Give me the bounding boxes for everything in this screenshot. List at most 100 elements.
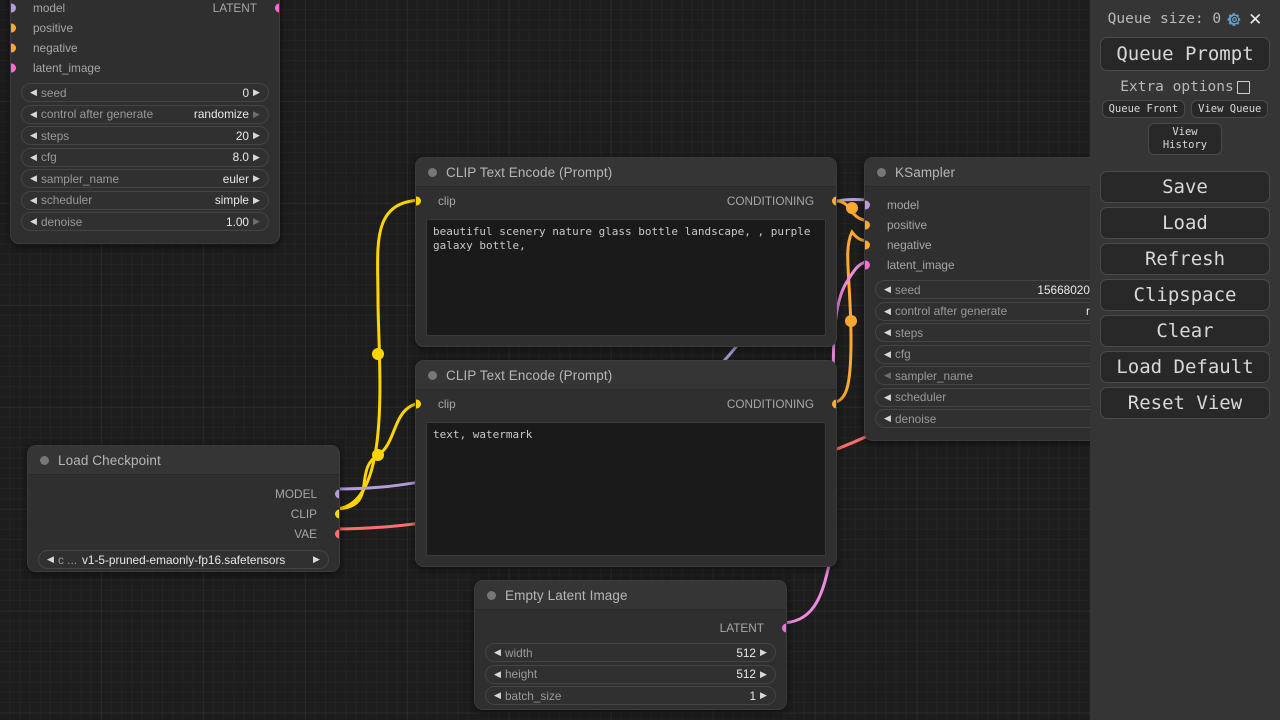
- output-port-vae[interactable]: VAE: [28, 524, 339, 544]
- decrement-arrow-icon[interactable]: ◀: [494, 668, 501, 679]
- widget-sampler-name[interactable]: ◀ sampler_name euler ▶: [21, 169, 269, 188]
- clear-button[interactable]: Clear: [1100, 315, 1270, 347]
- decrement-arrow-icon[interactable]: ◀: [884, 327, 891, 337]
- port-dot-conditioning-icon[interactable]: [831, 196, 836, 206]
- load-default-button[interactable]: Load Default: [1100, 351, 1270, 383]
- increment-arrow-icon[interactable]: ▶: [253, 87, 260, 97]
- prompt-textarea[interactable]: text, watermark: [426, 422, 826, 556]
- widget-control-after-generate[interactable]: ◀ control after generate ran ▶: [875, 301, 1090, 321]
- increment-arrow-icon[interactable]: ▶: [760, 690, 767, 700]
- widget-value[interactable]: simple: [214, 193, 249, 207]
- decrement-arrow-icon[interactable]: ◀: [30, 173, 37, 183]
- widget-batch-size[interactable]: ◀ batch_size 1 ▶: [485, 686, 776, 705]
- decrement-arrow-icon[interactable]: ◀: [494, 690, 501, 700]
- decrement-arrow-icon[interactable]: ◀: [884, 305, 891, 316]
- queue-prompt-button[interactable]: Queue Prompt: [1100, 37, 1270, 71]
- collapse-dot-icon[interactable]: [428, 370, 437, 380]
- collapse-dot-icon[interactable]: [487, 590, 496, 600]
- widget-value[interactable]: 0: [242, 85, 249, 100]
- node-clip-text-encode-negative[interactable]: CLIP Text Encode (Prompt) clip CONDITION…: [415, 360, 837, 567]
- decrement-arrow-icon[interactable]: ◀: [30, 151, 37, 162]
- graph-canvas[interactable]: KSampler model LATENT positive negative: [0, 0, 1090, 720]
- widget-ckpt-name[interactable]: ◀ c ... v1-5-pruned-emaonly-fp16.safeten…: [38, 550, 329, 569]
- increment-arrow-icon[interactable]: ▶: [313, 554, 320, 564]
- collapse-dot-icon[interactable]: [428, 167, 437, 177]
- port-dot-latent-image-icon[interactable]: [11, 63, 16, 73]
- node-header[interactable]: Empty Latent Image: [475, 581, 786, 610]
- port-dot-clip-icon[interactable]: [416, 399, 421, 409]
- widget-seed[interactable]: ◀ seed 0 ▶: [21, 83, 269, 102]
- increment-arrow-icon[interactable]: ▶: [253, 216, 260, 226]
- widget-value[interactable]: ran: [1085, 304, 1090, 318]
- decrement-arrow-icon[interactable]: ◀: [884, 391, 891, 402]
- widget-value[interactable]: randomize: [193, 107, 249, 121]
- increment-arrow-icon[interactable]: ▶: [253, 173, 260, 183]
- widget-control-after-generate[interactable]: ◀ control after generate randomize ▶: [21, 104, 269, 124]
- decrement-arrow-icon[interactable]: ◀: [884, 348, 891, 359]
- port-dot-positive-icon[interactable]: [11, 23, 16, 33]
- widget-width[interactable]: ◀ width 512 ▶: [485, 643, 776, 662]
- widget-scheduler[interactable]: ◀ scheduler ▶: [875, 387, 1090, 407]
- increment-arrow-icon[interactable]: ▶: [253, 194, 260, 205]
- port-dot-latent-icon[interactable]: [781, 623, 786, 633]
- port-dot-negative-icon[interactable]: [11, 43, 16, 53]
- node-ksampler-main[interactable]: KSampler model positive negative latent: [864, 157, 1090, 441]
- prompt-textarea[interactable]: beautiful scenery nature glass bottle la…: [426, 219, 826, 336]
- port-dot-clip-icon[interactable]: [334, 509, 339, 519]
- view-history-button[interactable]: View History: [1147, 123, 1223, 155]
- widget-denoise[interactable]: ◀ denoise ▶: [875, 409, 1090, 428]
- port-dot-model-icon[interactable]: [334, 489, 339, 499]
- gear-icon[interactable]: [1226, 11, 1243, 28]
- widget-seed[interactable]: ◀ seed 1566802087 ▶: [875, 280, 1090, 299]
- decrement-arrow-icon[interactable]: ◀: [884, 284, 891, 294]
- increment-arrow-icon[interactable]: ▶: [760, 647, 767, 657]
- decrement-arrow-icon[interactable]: ◀: [30, 108, 37, 119]
- node-load-checkpoint[interactable]: Load Checkpoint MODEL CLIP VAE ◀ c ...: [27, 445, 340, 572]
- widget-value[interactable]: v1-5-pruned-emaonly-fp16.safetensors: [82, 552, 286, 567]
- decrement-arrow-icon[interactable]: ◀: [30, 216, 37, 226]
- port-dot-clip-icon[interactable]: [416, 196, 421, 206]
- decrement-arrow-icon[interactable]: ◀: [494, 647, 501, 657]
- input-port-model[interactable]: model: [865, 195, 1090, 215]
- node-ksampler-top[interactable]: KSampler model LATENT positive negative: [10, 0, 280, 244]
- widget-height[interactable]: ◀ height 512 ▶: [485, 664, 776, 684]
- widget-value[interactable]: 512: [736, 667, 756, 681]
- decrement-arrow-icon[interactable]: ◀: [47, 554, 54, 564]
- output-port-clip[interactable]: CLIP: [28, 504, 339, 524]
- input-port-positive[interactable]: positive: [865, 215, 1090, 235]
- widget-scheduler[interactable]: ◀ scheduler simple ▶: [21, 190, 269, 210]
- widget-value[interactable]: 1566802087: [1037, 282, 1090, 297]
- widget-value[interactable]: 1.00: [226, 214, 249, 229]
- port-dot-conditioning-icon[interactable]: [831, 399, 836, 409]
- node-header[interactable]: KSampler: [865, 158, 1090, 187]
- close-icon[interactable]: ✕: [1248, 9, 1263, 29]
- output-port-latent[interactable]: LATENT: [475, 618, 786, 638]
- input-port-positive[interactable]: positive: [11, 18, 279, 38]
- widget-cfg[interactable]: ◀ cfg 8.0 ▶: [21, 147, 269, 167]
- node-header[interactable]: Load Checkpoint: [28, 446, 339, 475]
- widget-value[interactable]: 512: [736, 645, 756, 660]
- view-queue-button[interactable]: View Queue: [1191, 100, 1269, 118]
- refresh-button[interactable]: Refresh: [1100, 243, 1270, 275]
- widget-value[interactable]: euler: [222, 171, 249, 186]
- extra-options-checkbox[interactable]: [1236, 80, 1250, 94]
- port-dot-latent-image-icon[interactable]: [865, 260, 870, 270]
- decrement-arrow-icon[interactable]: ◀: [30, 130, 37, 140]
- port-dot-positive-icon[interactable]: [865, 220, 870, 230]
- load-button[interactable]: Load: [1100, 207, 1270, 239]
- save-button[interactable]: Save: [1100, 171, 1270, 203]
- port-dot-vae-icon[interactable]: [334, 529, 339, 539]
- input-port-clip[interactable]: clip CONDITIONING: [416, 394, 836, 414]
- port-dot-latent-icon[interactable]: [274, 3, 279, 13]
- widget-steps[interactable]: ◀ steps 20 ▶: [21, 126, 269, 145]
- port-dot-negative-icon[interactable]: [865, 240, 870, 250]
- widget-steps[interactable]: ◀ steps ▶: [875, 323, 1090, 342]
- input-port-negative[interactable]: negative: [865, 235, 1090, 255]
- input-port-model[interactable]: model LATENT: [11, 0, 279, 18]
- input-port-latent-image[interactable]: latent_image: [11, 58, 279, 78]
- input-port-negative[interactable]: negative: [11, 38, 279, 58]
- widget-value[interactable]: 20: [235, 128, 249, 143]
- increment-arrow-icon[interactable]: ▶: [253, 151, 260, 162]
- port-dot-model-icon[interactable]: [11, 3, 16, 13]
- queue-front-button[interactable]: Queue Front: [1101, 100, 1186, 118]
